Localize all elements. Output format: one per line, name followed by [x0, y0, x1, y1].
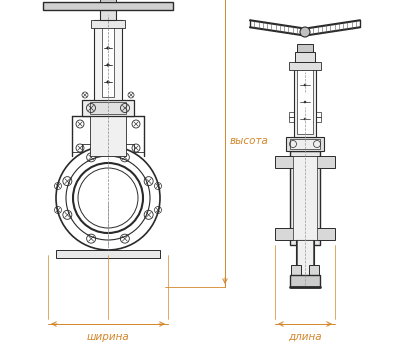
Bar — [290, 139, 320, 149]
Bar — [289, 62, 321, 70]
Bar — [100, 8, 116, 20]
Bar — [90, 116, 126, 156]
Bar — [43, 2, 173, 10]
Circle shape — [304, 84, 306, 86]
Circle shape — [304, 118, 306, 120]
Bar — [286, 137, 324, 151]
Bar — [91, 20, 125, 28]
Circle shape — [300, 27, 310, 37]
Bar — [56, 250, 160, 258]
Bar — [297, 65, 313, 134]
Bar — [102, 23, 114, 97]
Bar — [295, 52, 315, 62]
Bar — [291, 265, 301, 275]
Bar — [290, 151, 320, 245]
Bar — [100, 0, 116, 2]
Bar — [275, 228, 335, 240]
Bar — [289, 112, 294, 122]
Bar — [290, 275, 320, 287]
Circle shape — [304, 101, 306, 103]
Bar — [293, 156, 317, 240]
Circle shape — [107, 47, 109, 49]
Bar — [90, 102, 126, 114]
Text: длина: длина — [288, 332, 322, 342]
Bar — [297, 240, 313, 275]
Bar — [296, 240, 314, 275]
Bar — [316, 112, 321, 122]
Bar — [275, 156, 335, 168]
Bar — [297, 44, 313, 52]
Bar — [294, 62, 316, 137]
Circle shape — [107, 64, 109, 66]
Bar — [309, 265, 319, 275]
Circle shape — [107, 81, 109, 83]
Bar — [94, 20, 122, 100]
Bar — [82, 100, 134, 116]
Text: высота: высота — [230, 136, 269, 146]
Text: ширина: ширина — [87, 332, 129, 342]
